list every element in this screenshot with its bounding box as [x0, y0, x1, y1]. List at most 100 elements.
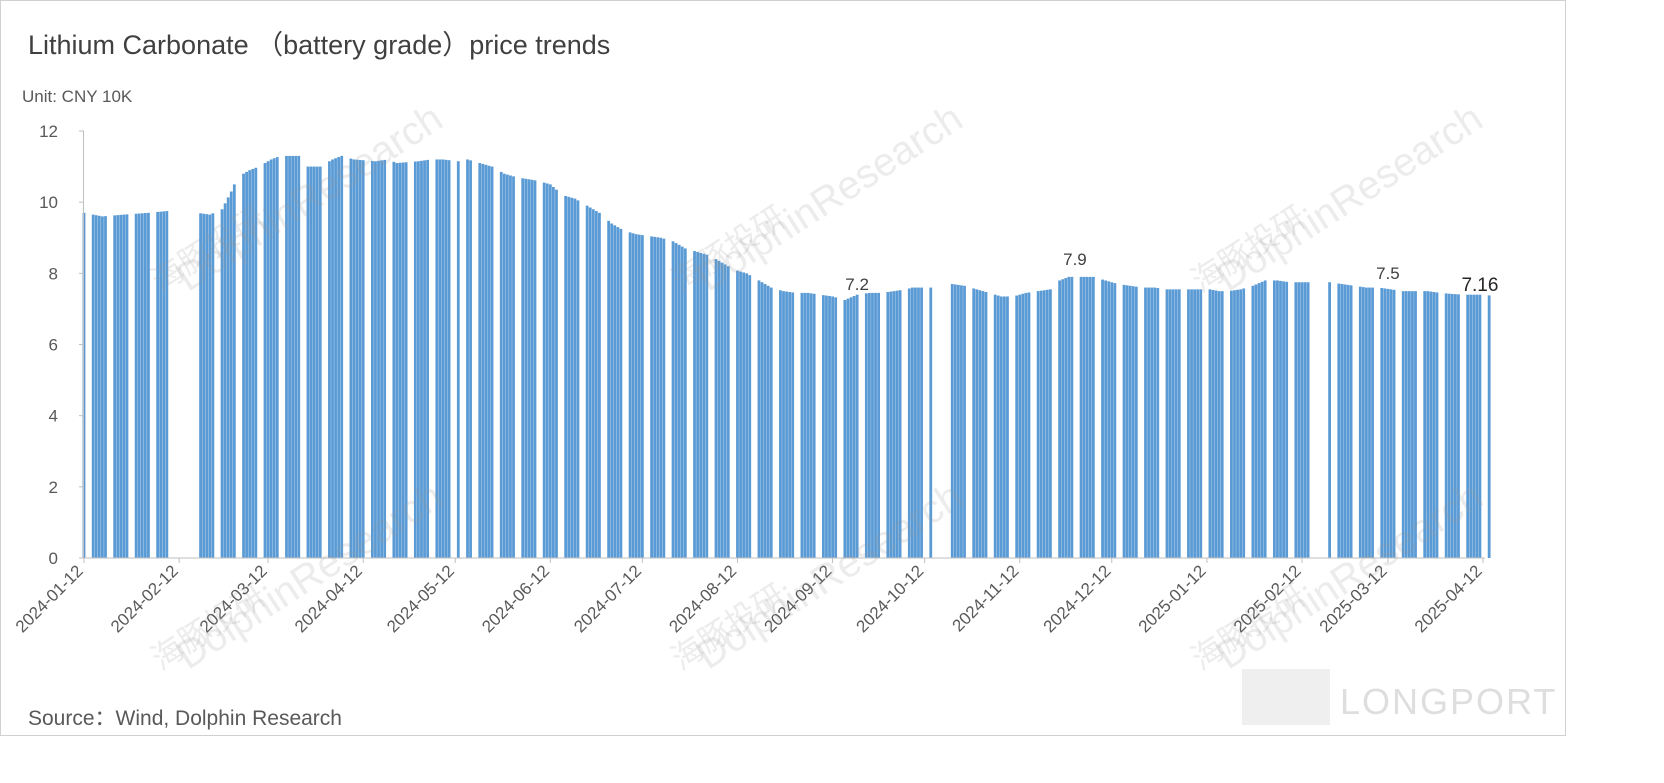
- chart-bar: [828, 296, 831, 558]
- chart-bar: [254, 167, 258, 558]
- chart-bar: [1386, 288, 1390, 558]
- longport-mark-icon: [1242, 669, 1330, 725]
- chart-bar: [232, 184, 236, 559]
- unit-label: Unit: CNY 10K: [22, 87, 133, 106]
- chart-bar: [1220, 291, 1224, 559]
- chart-bar: [134, 213, 138, 559]
- chart-bar: [113, 215, 117, 558]
- chart-bar: [594, 211, 598, 558]
- chart-bar: [748, 275, 752, 558]
- x-tick-label: 2024-06-12: [478, 561, 553, 636]
- chart-bar: [490, 166, 494, 558]
- chart-bar: [395, 163, 399, 558]
- chart-bar: [309, 166, 313, 558]
- chart-bar: [1107, 281, 1111, 558]
- chart-bar: [552, 187, 555, 559]
- chart-bar: [545, 183, 549, 559]
- chart-bar: [898, 290, 902, 558]
- chart-bar: [868, 292, 871, 558]
- chart-bar: [613, 225, 617, 559]
- chart-bar: [910, 287, 914, 558]
- y-tick-label: 2: [49, 478, 58, 497]
- chart-bar: [907, 288, 911, 558]
- chart-bar: [1064, 278, 1068, 558]
- chart-bar: [1407, 291, 1411, 559]
- chart-bar: [607, 220, 611, 558]
- chart-bar: [1045, 289, 1049, 558]
- chart-bar: [502, 173, 506, 558]
- chart-bar: [1279, 280, 1282, 558]
- chart-bar: [1147, 287, 1150, 558]
- chart-bar: [1426, 291, 1430, 559]
- chart-bar: [294, 155, 298, 558]
- chart-bar: [361, 160, 365, 559]
- chart-bar: [208, 214, 212, 558]
- chart-bar: [331, 159, 334, 558]
- chart-bar: [564, 195, 568, 558]
- x-tick-label: 2024-12-12: [1040, 561, 1115, 636]
- chart-bar: [469, 160, 472, 559]
- chart-bar: [950, 284, 954, 558]
- chart-bar: [1165, 289, 1169, 558]
- chart-bar: [1067, 276, 1071, 558]
- chart-bar: [736, 270, 739, 558]
- chart-bar: [714, 259, 718, 558]
- chart-bar: [1171, 289, 1175, 558]
- chart-bar: [1211, 289, 1215, 558]
- chart-bar: [328, 161, 331, 558]
- chart-bar: [978, 290, 982, 558]
- chart-bar: [1021, 293, 1025, 558]
- chart-bar: [892, 291, 896, 559]
- chart-bar: [929, 287, 933, 558]
- chart-bar: [334, 158, 337, 558]
- chart-bar: [1404, 291, 1408, 559]
- chart-bar: [1156, 288, 1160, 558]
- chart-bar: [849, 297, 853, 558]
- chart-bar: [162, 211, 166, 559]
- chart-bar: [272, 158, 276, 558]
- price-bar-chart: 0 2 4 6 8 10 12 2024-01-12 2024-02-12 2024-03-12 2…: [12, 122, 1499, 636]
- chart-bar: [757, 280, 761, 558]
- chart-bar: [380, 160, 383, 559]
- chart-bar: [1168, 289, 1172, 558]
- chart-bar: [1263, 280, 1267, 558]
- chart-bar: [1337, 283, 1341, 558]
- longport-logo: LONGPORT: [1242, 669, 1562, 729]
- chart-bar: [275, 157, 279, 558]
- data-label: 7.9: [1063, 250, 1087, 269]
- chart-bar: [1058, 280, 1062, 558]
- chart-bar: [251, 168, 255, 558]
- chart-bar: [1039, 290, 1043, 558]
- x-tick-label: 2024-01-12: [12, 561, 87, 636]
- chart-bar: [650, 236, 653, 559]
- chart-bar: [1091, 276, 1095, 558]
- chart-bar: [742, 272, 746, 558]
- chart-bar: [1150, 287, 1154, 558]
- chart-bar: [769, 287, 773, 558]
- chart-bar: [895, 290, 899, 558]
- chart-bar: [1411, 291, 1414, 559]
- chart-bar: [1429, 291, 1433, 558]
- chart-bar: [723, 264, 727, 558]
- chart-bar: [852, 296, 856, 558]
- chart-bar: [318, 166, 322, 558]
- y-tick-label: 10: [39, 193, 58, 212]
- chart-bar: [1128, 285, 1132, 558]
- chart-bar: [1125, 285, 1129, 558]
- chart-bar: [512, 176, 515, 558]
- chart-bar: [693, 251, 696, 558]
- chart-bar: [404, 162, 408, 558]
- chart-bar: [831, 296, 834, 558]
- chart-bar: [355, 159, 359, 558]
- chart-bar: [803, 292, 807, 558]
- x-tick-label: 2024-09-12: [760, 561, 835, 636]
- chart-bar: [739, 271, 742, 558]
- chart-bar: [680, 246, 684, 558]
- chart-bar: [266, 161, 270, 558]
- chart-bar: [101, 216, 104, 558]
- x-tick-label: 2025-02-12: [1230, 561, 1305, 636]
- chart-bar: [1432, 292, 1436, 558]
- chart-bar: [1104, 280, 1108, 558]
- chart-bar: [392, 161, 396, 558]
- chart-bar: [456, 161, 460, 558]
